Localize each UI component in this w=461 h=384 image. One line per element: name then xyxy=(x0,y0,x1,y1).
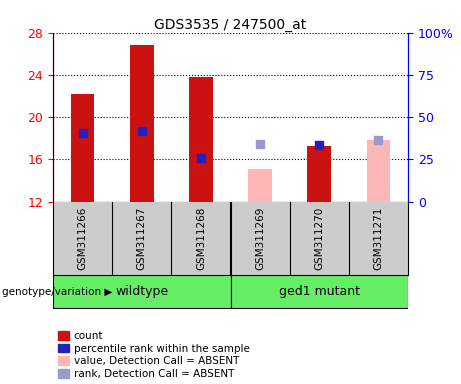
Title: GDS3535 / 247500_at: GDS3535 / 247500_at xyxy=(154,18,307,31)
Bar xyxy=(366,141,390,202)
Text: GSM311267: GSM311267 xyxy=(137,206,147,270)
Bar xyxy=(230,275,408,308)
Bar xyxy=(307,146,331,202)
Text: GSM311271: GSM311271 xyxy=(373,206,384,270)
Text: GSM311269: GSM311269 xyxy=(255,206,265,270)
Point xyxy=(79,130,86,136)
Bar xyxy=(53,275,230,308)
Bar xyxy=(189,77,213,202)
Point xyxy=(375,137,382,144)
Legend: count, percentile rank within the sample, value, Detection Call = ABSENT, rank, : count, percentile rank within the sample… xyxy=(58,331,250,379)
Text: genotype/variation ▶: genotype/variation ▶ xyxy=(2,287,112,297)
Bar xyxy=(248,169,272,202)
Text: GSM311270: GSM311270 xyxy=(314,207,324,270)
Bar xyxy=(130,45,154,202)
Bar xyxy=(71,94,95,202)
Text: GSM311268: GSM311268 xyxy=(196,206,206,270)
Point xyxy=(138,128,145,134)
Text: GSM311266: GSM311266 xyxy=(77,206,88,270)
Text: wildtype: wildtype xyxy=(115,285,168,298)
Text: ged1 mutant: ged1 mutant xyxy=(279,285,360,298)
Point xyxy=(197,155,205,161)
Point xyxy=(256,141,264,147)
Point xyxy=(315,142,323,148)
